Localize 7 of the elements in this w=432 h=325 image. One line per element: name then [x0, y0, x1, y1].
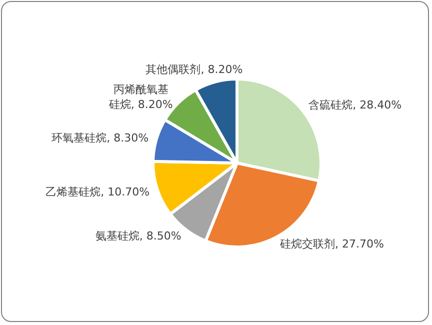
slice-label: 氨基硅烷, 8.50%: [95, 228, 182, 244]
slice-label: 丙烯酰氧基硅烷, 8.20%: [108, 82, 173, 112]
slice-label: 乙烯基硅烷, 10.70%: [46, 184, 150, 200]
slice-label: 硅烷交联剂, 27.70%: [280, 236, 384, 252]
slice-label: 环氧基硅烷, 8.30%: [52, 130, 149, 146]
slice-label: 其他偶联剂, 8.20%: [146, 62, 243, 78]
slice-label: 含硫硅烷, 28.40%: [308, 98, 402, 113]
